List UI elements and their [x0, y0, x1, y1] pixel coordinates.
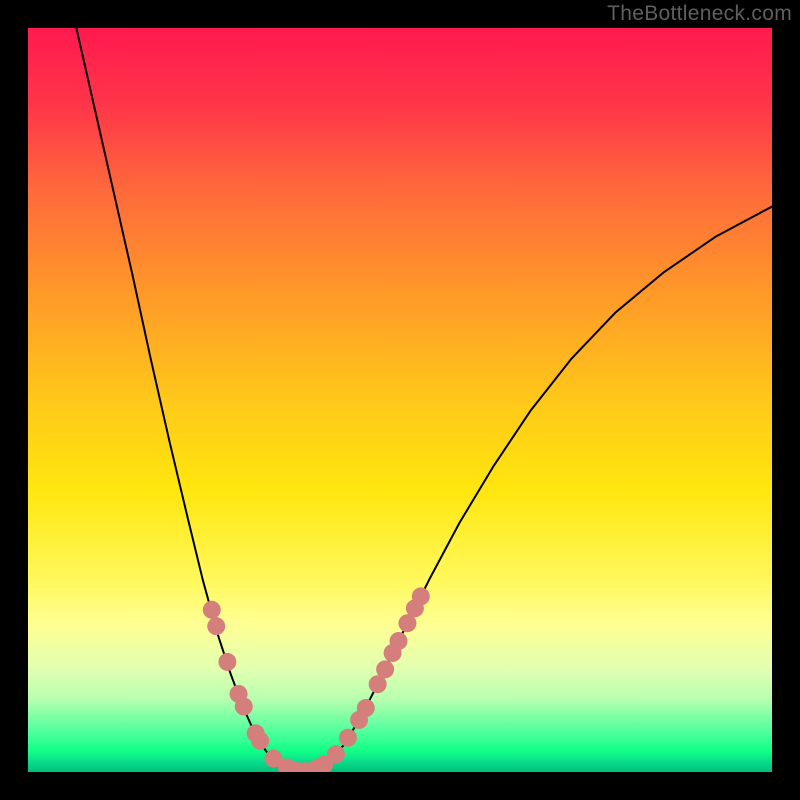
watermark-text: TheBottleneck.com	[607, 2, 792, 26]
chart-root: TheBottleneck.com	[0, 0, 800, 800]
data-marker	[357, 699, 375, 717]
bottleneck-curve	[76, 28, 772, 772]
data-marker	[327, 745, 345, 763]
data-marker	[218, 653, 236, 671]
data-marker	[412, 587, 430, 605]
plot-area	[28, 28, 772, 772]
curve-layer	[28, 28, 772, 772]
data-marker	[376, 660, 394, 678]
data-marker	[203, 601, 221, 619]
data-marker	[207, 617, 225, 635]
data-marker	[390, 632, 408, 650]
data-marker	[251, 732, 269, 750]
data-markers	[203, 587, 430, 772]
data-marker	[339, 729, 357, 747]
data-marker	[235, 698, 253, 716]
